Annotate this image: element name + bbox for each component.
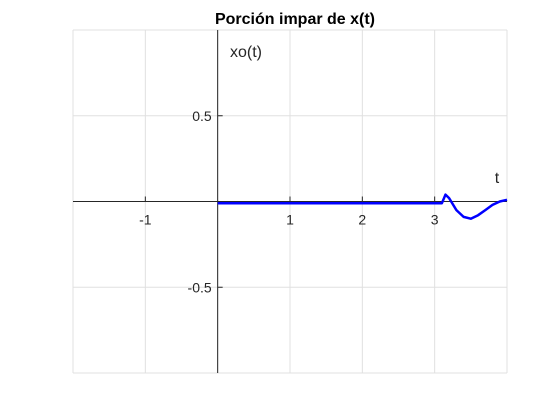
series-line bbox=[217, 193, 508, 220]
ticks: -1 1 2 3 0.5 -0.5 bbox=[139, 108, 439, 296]
x-tick-label: 1 bbox=[286, 212, 294, 228]
x-tick-label: 3 bbox=[431, 212, 439, 228]
y-tick-label: -0.5 bbox=[188, 279, 212, 295]
y-axis-label: xo(t) bbox=[230, 44, 262, 61]
x-tick-label: -1 bbox=[139, 212, 152, 228]
chart-title: Porción impar de x(t) bbox=[215, 11, 375, 28]
x-tick-label: 2 bbox=[358, 212, 366, 228]
y-tick-label: 0.5 bbox=[192, 108, 212, 124]
x-axis-label: t bbox=[495, 170, 500, 187]
series bbox=[217, 193, 508, 220]
